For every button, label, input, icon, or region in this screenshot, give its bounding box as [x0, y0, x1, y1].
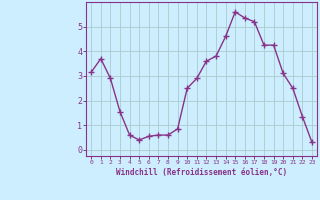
X-axis label: Windchill (Refroidissement éolien,°C): Windchill (Refroidissement éolien,°C)	[116, 168, 287, 177]
